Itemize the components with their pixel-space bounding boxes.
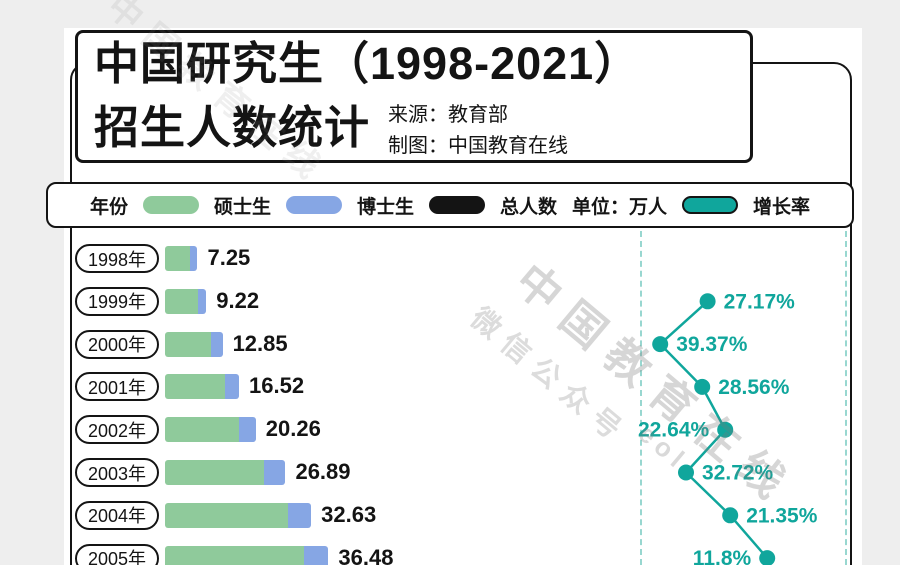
masters-bar-segment	[165, 545, 304, 565]
legend-label: 年份	[90, 196, 129, 218]
stacked-bar	[165, 417, 256, 443]
year-label: 2002年	[75, 415, 159, 445]
legend-label: 博士生	[356, 196, 414, 218]
masters-bar-segment	[165, 417, 239, 443]
doctoral-bar-segment	[197, 288, 207, 314]
doctoral-bar-segment	[287, 502, 312, 528]
doctoral-bar-segment	[238, 417, 256, 443]
masters-bar-segment	[165, 331, 212, 357]
stacked-bar	[165, 331, 223, 357]
masters-bar-segment	[165, 246, 191, 271]
legend-label: 增长率	[752, 196, 810, 218]
stacked-bar	[165, 545, 329, 565]
total-value: 16.52	[249, 373, 305, 399]
legend-label: 硕士生	[213, 196, 271, 218]
credit-text: 制图：中国教育在线	[388, 134, 569, 157]
total-value: 7.25	[207, 245, 251, 270]
title-line-2: 招生人数统计	[94, 101, 371, 153]
year-label: 2003年	[75, 458, 159, 487]
doctoral-bar-segment	[224, 374, 239, 400]
year-label: 2000年	[75, 329, 159, 359]
growth-axis-dashed-line-left	[640, 231, 642, 565]
masters-bar-segment	[165, 502, 288, 528]
total-value: 32.63	[321, 501, 377, 527]
year-label: 1998年	[75, 244, 159, 273]
doctoral-bar-segment	[303, 545, 329, 565]
legend-label: 单位：万人	[571, 196, 667, 218]
doctoral-bar-segment	[211, 331, 223, 357]
legend-swatch	[285, 196, 342, 214]
title-row-2: 招生人数统计 来源：教育部 制图：中国教育在线	[94, 94, 734, 162]
title-box: 中国研究生（1998-2021） 招生人数统计 来源：教育部 制图：中国教育在线	[75, 30, 753, 163]
stacked-bar	[165, 502, 312, 528]
year-label: 2005年	[75, 543, 159, 565]
legend-swatch	[143, 196, 199, 214]
stacked-bar	[165, 460, 286, 485]
doctoral-bar-segment	[263, 460, 286, 485]
doctoral-bar-segment	[190, 246, 198, 271]
masters-bar-segment	[165, 460, 264, 485]
source-text: 来源：教育部	[388, 103, 509, 126]
source-credit-block: 来源：教育部 制图：中国教育在线	[388, 94, 568, 162]
legend-swatch	[428, 196, 485, 214]
total-value: 9.22	[216, 287, 260, 313]
legend-swatch	[681, 196, 738, 214]
stacked-bar	[165, 374, 239, 400]
growth-axis-dashed-line-right	[845, 231, 847, 565]
total-value: 20.26	[265, 416, 321, 442]
masters-bar-segment	[165, 374, 225, 400]
year-label: 2001年	[75, 372, 159, 402]
legend-bar: 年份 硕士生 博士生 总人数 单位：万人 增长率	[46, 182, 854, 228]
title-line-1: 中国研究生（1998-2021）	[94, 38, 641, 89]
stacked-bar	[165, 246, 198, 271]
masters-bar-segment	[165, 288, 198, 314]
stacked-bar	[165, 288, 207, 314]
total-value: 12.85	[232, 330, 288, 356]
year-label: 2004年	[75, 500, 159, 530]
total-value: 36.48	[338, 544, 394, 565]
total-value: 26.89	[295, 459, 351, 484]
year-label: 1999年	[75, 286, 159, 316]
legend-label: 总人数	[499, 196, 557, 218]
